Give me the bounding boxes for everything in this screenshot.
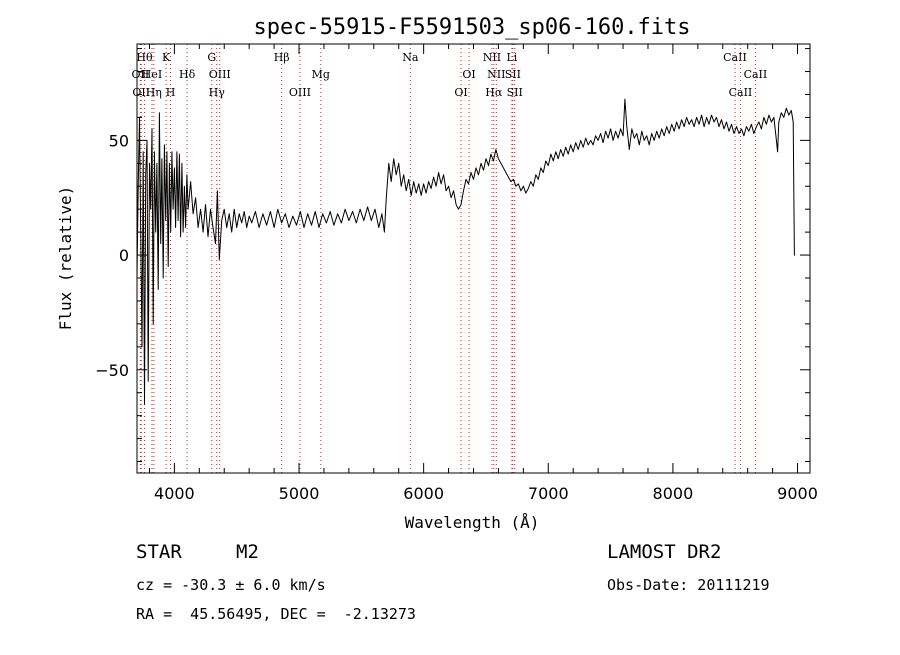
line-label-8: G [207,51,216,64]
x-tick-label-7000: 7000 [528,484,569,503]
y-axis: −50 0 50 [95,48,810,463]
line-label-15: OI [454,86,467,99]
line-label-5: K [162,51,171,64]
line-label-23: CaII [723,51,747,64]
x-tick-label-8000: 8000 [653,484,694,503]
line-label-19: NII [487,68,505,81]
line-label-18: Hα [485,86,503,99]
line-label-9: Hγ [209,86,226,99]
line-label-13: Mg [312,68,330,81]
subclass: M2 [236,541,259,563]
line-label-4: Hη [146,86,162,99]
x-tick-label-6000: 6000 [403,484,444,503]
y-tick-label-0: 0 [119,246,129,265]
observation-date: Obs-Date: 20111219 [607,576,770,594]
line-label-14: Na [402,51,419,64]
spectrum-series-0 [136,98,795,405]
line-label-11: Hβ [274,51,290,64]
redshift-velocity: cz = -30.3 ± 6.0 km/s [136,576,326,594]
x-tick-label-4000: 4000 [154,484,195,503]
x-axis-label: Wavelength (Å) [405,513,540,532]
line-label-7: Hδ [179,68,196,81]
spectrum-layer [136,98,795,405]
line-label-0: OII [132,68,150,81]
line-label-3: HeI [142,68,162,81]
survey-name: LAMOST DR2 [607,541,722,563]
line-label-12: OIII [289,86,311,99]
line-label-24: CaII [729,86,753,99]
line-label-17: NII [483,51,501,64]
line-label-6: H [166,86,176,99]
y-axis-label: Flux (relative) [56,186,75,331]
coordinates: RA = 45.56495, DEC = -2.13273 [136,605,416,623]
spectral-line-markers: OIIOIIHθHeIHηKHHδGHγOIIIHβOIIIMgNaOIOINI… [132,44,768,473]
line-label-16: OI [462,68,475,81]
x-tick-label-9000: 9000 [777,484,818,503]
object-class: STAR [136,541,182,563]
y-tick-label-50: 50 [109,131,129,150]
x-tick-label-5000: 5000 [279,484,320,503]
line-label-2: Hθ [136,51,153,64]
line-label-21: SII [505,68,521,81]
line-label-25: CaII [744,68,768,81]
line-label-20: Li [506,51,517,64]
line-label-10: OIII [209,68,231,81]
x-axis: 4000 5000 6000 7000 8000 9000 [148,44,818,503]
line-label-22: SII [507,86,523,99]
y-tick-label--50: −50 [95,361,129,380]
chart-title: spec-55915-F5591503_sp06-160.fits [253,15,690,40]
plot-frame [136,43,811,474]
